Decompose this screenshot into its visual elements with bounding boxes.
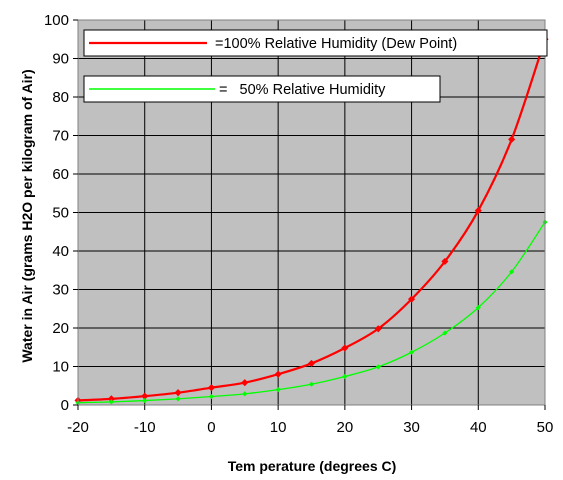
- data-point: [375, 364, 381, 370]
- y-tick-label: 10: [52, 359, 69, 376]
- data-point: [341, 344, 349, 352]
- legend-entry: =100% Relative Humidity (Dew Point): [83, 29, 548, 57]
- x-tick-label: 20: [337, 419, 354, 436]
- x-tick-label: 40: [470, 419, 487, 436]
- y-tick-label: 90: [52, 51, 69, 68]
- data-point: [474, 207, 482, 215]
- data-point: [408, 295, 416, 303]
- y-axis-title: Water in Air (grams H2O per kilogram of …: [19, 69, 35, 362]
- data-point: [242, 391, 248, 397]
- y-tick-label: 100: [44, 12, 69, 29]
- y-tick-label: 0: [61, 397, 69, 414]
- data-point: [475, 305, 481, 311]
- y-tick-label: 60: [52, 166, 69, 183]
- y-tick-label: 70: [52, 128, 69, 145]
- x-tick-label: -20: [67, 419, 89, 436]
- data-point: [409, 349, 415, 355]
- data-point: [374, 325, 382, 333]
- x-tick-label: 50: [537, 419, 554, 436]
- data-point: [441, 257, 449, 265]
- legend-label: =100% Relative Humidity (Dew Point): [215, 36, 457, 52]
- x-axis-title: Tem perature (degrees C): [228, 458, 397, 474]
- legend-entry: = 50% Relative Humidity: [83, 75, 441, 103]
- data-point: [307, 359, 316, 367]
- y-tick-label: 80: [52, 89, 69, 106]
- data-point: [274, 370, 282, 378]
- data-point: [508, 135, 516, 143]
- data-point: [342, 373, 348, 380]
- x-tick-label: 30: [403, 419, 420, 436]
- data-point: [174, 389, 182, 397]
- legend: =100% Relative Humidity (Dew Point) = 50%…: [83, 29, 548, 103]
- data-point: [275, 387, 281, 393]
- data-point: [108, 399, 114, 405]
- data-point: [308, 381, 315, 387]
- x-tick-label: -10: [134, 419, 156, 436]
- y-tick-label: 30: [52, 282, 69, 299]
- data-point: [207, 384, 215, 392]
- y-tick-label: 40: [52, 243, 69, 260]
- data-point: [241, 379, 249, 387]
- data-point: [208, 393, 214, 400]
- data-point: [442, 330, 448, 336]
- x-tick-label: 0: [207, 419, 215, 436]
- x-tick-label: 10: [270, 419, 287, 436]
- data-point: [509, 269, 515, 275]
- y-tick-label: 20: [52, 320, 69, 337]
- ticks: 0 10 20 30 40 50 60 70 80 90 100 -20 -10 0 10 20 30 40 50: [44, 12, 553, 436]
- series-layer: [74, 35, 549, 406]
- data-point: [142, 398, 148, 404]
- legend-label: = 50% Relative Humidity: [219, 82, 386, 98]
- y-tick-label: 50: [52, 205, 69, 222]
- data-point: [175, 396, 181, 402]
